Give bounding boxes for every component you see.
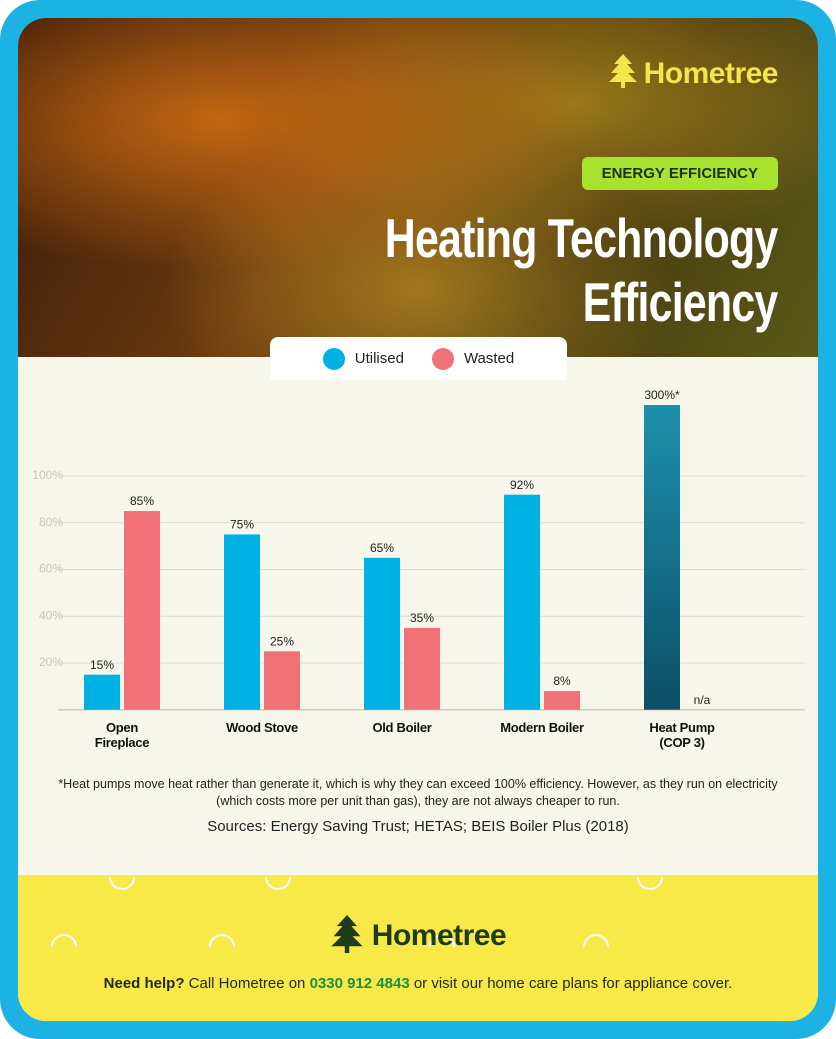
bar bbox=[644, 405, 680, 710]
chart: 20% 40% 60% 80% 100% 15% 85% 75% 25% 65% 35% 92% 8% 3… bbox=[32, 388, 805, 711]
badge: ENERGY EFFICIENCY bbox=[581, 157, 778, 190]
legend-swatch bbox=[322, 347, 345, 370]
help-lead: Need help? bbox=[103, 975, 185, 992]
x-tick-label: Open Fireplace bbox=[94, 720, 150, 750]
bar bbox=[224, 534, 260, 710]
y-tick-label: 100% bbox=[32, 468, 63, 482]
footer-logo: Hometree bbox=[18, 915, 818, 953]
legend-swatch bbox=[431, 347, 454, 370]
y-tick-label: 60% bbox=[39, 562, 63, 576]
legend-label: Utilised bbox=[354, 350, 404, 367]
x-tick-label: Modern Boiler bbox=[500, 720, 584, 735]
help-text: or visit our home care plans for applian… bbox=[413, 975, 733, 992]
bar bbox=[404, 627, 440, 710]
value-label: 15% bbox=[90, 658, 114, 672]
sources: Sources: Energy Saving Trust; HETAS; BEI… bbox=[207, 818, 629, 835]
card: Hometree ENERGY EFFICIENCY Heating Techn… bbox=[18, 18, 818, 1021]
phone[interactable]: 0330 912 4843 bbox=[309, 975, 410, 992]
value-label: 25% bbox=[270, 634, 294, 648]
value-label: 92% bbox=[510, 478, 534, 492]
legend-item: Wasted bbox=[431, 347, 515, 370]
help-line: Need help? Call Hometree on 0330 912 484… bbox=[18, 975, 818, 992]
bar bbox=[84, 674, 120, 710]
legend-label: Wasted bbox=[463, 350, 515, 367]
footer: Hometree Need help? Call Hometree on 033… bbox=[18, 875, 818, 1021]
value-label: 75% bbox=[230, 518, 254, 532]
footnote: *Heat pumps move heat rather than genera… bbox=[58, 777, 778, 808]
x-tick-label: Old Boiler bbox=[372, 720, 432, 735]
bar bbox=[264, 651, 300, 710]
logo-text: Hometree bbox=[371, 919, 507, 952]
legend: Utilised Wasted bbox=[270, 337, 567, 380]
bar bbox=[364, 557, 400, 710]
y-tick-label: 20% bbox=[39, 655, 63, 669]
chart-title: Heating Technology Efficiency bbox=[385, 207, 779, 333]
x-tick-label: Heat Pump (COP 3) bbox=[649, 720, 715, 750]
legend-item: Utilised bbox=[322, 347, 404, 370]
footer-decor bbox=[51, 876, 663, 948]
y-tick-label: 80% bbox=[39, 515, 63, 529]
value-label: n/a bbox=[694, 693, 711, 707]
bar bbox=[544, 691, 580, 710]
value-label: 8% bbox=[553, 674, 571, 688]
bar bbox=[124, 511, 160, 710]
bar bbox=[504, 494, 540, 710]
x-tick-label: Wood Stove bbox=[226, 720, 298, 735]
value-label: 35% bbox=[410, 611, 434, 625]
help-text: Call Hometree on bbox=[188, 975, 306, 992]
y-tick-label: 40% bbox=[39, 608, 63, 622]
value-label: 300%* bbox=[644, 388, 680, 402]
logo: Hometree bbox=[608, 54, 779, 91]
value-label: 85% bbox=[130, 494, 154, 508]
value-label: 65% bbox=[370, 541, 394, 555]
logo-text: Hometree bbox=[643, 57, 779, 90]
